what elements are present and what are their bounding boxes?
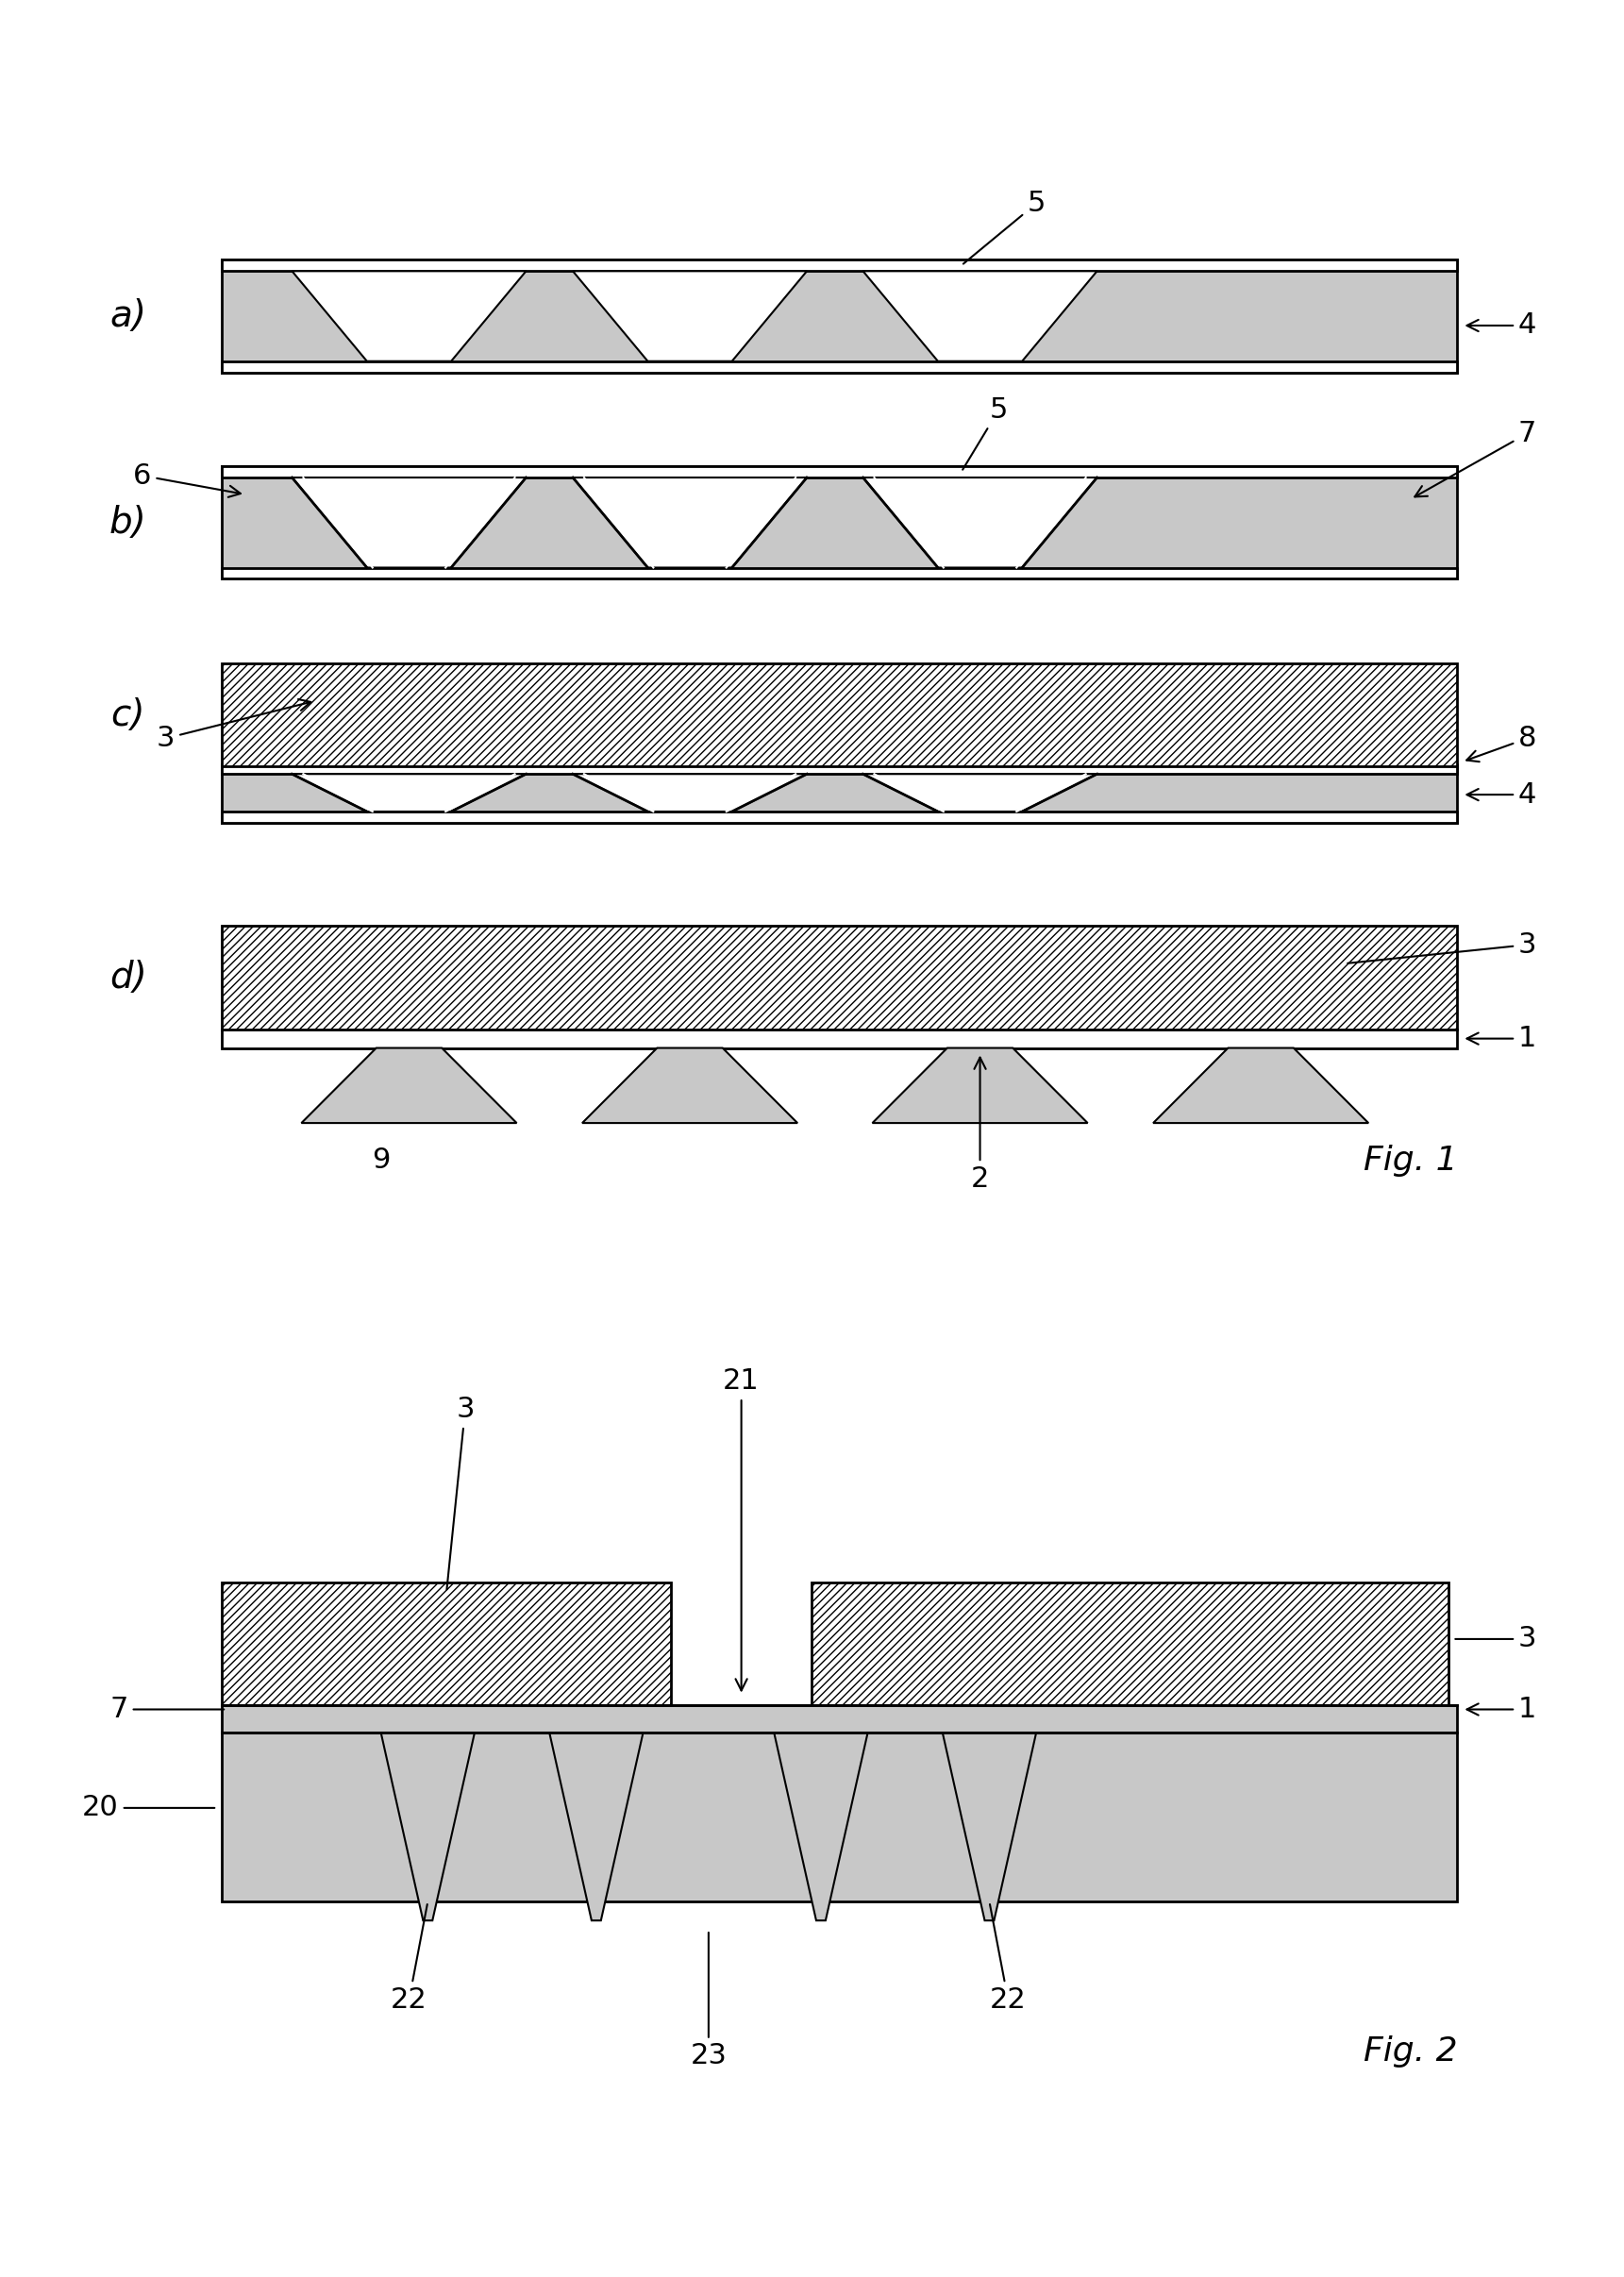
Text: a): a) (110, 298, 146, 335)
Text: 22: 22 (989, 1904, 1026, 2013)
Polygon shape (872, 1047, 1088, 1123)
Text: 1: 1 (1466, 1025, 1536, 1052)
Polygon shape (862, 478, 1098, 567)
Polygon shape (573, 478, 807, 567)
Text: 1: 1 (1466, 1696, 1536, 1724)
Bar (222, 811, 1457, 822)
Bar (222, 260, 1457, 373)
Text: 3: 3 (447, 1396, 474, 1589)
Text: 3: 3 (1348, 931, 1536, 963)
Bar (222, 467, 1457, 478)
Text: 21: 21 (723, 1368, 760, 1690)
Polygon shape (573, 774, 807, 811)
Bar (628, 1676, 661, 1705)
Polygon shape (292, 478, 526, 567)
Polygon shape (292, 271, 526, 362)
Text: 8: 8 (1466, 724, 1536, 763)
Bar (222, 927, 1457, 1029)
Text: 7: 7 (110, 1696, 224, 1724)
Bar (222, 260, 1457, 271)
Text: Fig. 1: Fig. 1 (1364, 1145, 1458, 1177)
Text: 9: 9 (372, 1148, 390, 1175)
Text: 5: 5 (963, 396, 1009, 469)
Polygon shape (942, 1733, 1036, 1920)
Text: 20: 20 (83, 1794, 214, 1822)
Polygon shape (583, 1047, 797, 1123)
Bar (222, 1705, 1457, 1733)
Bar (222, 567, 1457, 578)
Bar (222, 1583, 671, 1705)
Text: b): b) (109, 505, 148, 540)
Bar (222, 767, 1457, 822)
Text: 5: 5 (963, 189, 1046, 264)
Bar (222, 1029, 1457, 1047)
Text: c): c) (110, 697, 146, 733)
Text: 22: 22 (391, 1904, 427, 2013)
Bar (222, 765, 1457, 774)
Bar (820, 1676, 854, 1705)
Text: 6: 6 (133, 462, 240, 496)
Polygon shape (862, 774, 1098, 811)
Text: 4: 4 (1466, 312, 1536, 339)
Bar (222, 362, 1457, 373)
Text: 2: 2 (971, 1057, 989, 1193)
Text: Fig. 2: Fig. 2 (1364, 2036, 1458, 2068)
Bar (812, 1583, 1449, 1705)
Polygon shape (549, 1733, 643, 1920)
Bar (222, 663, 1457, 767)
Text: 4: 4 (1466, 781, 1536, 808)
Text: 3: 3 (1455, 1626, 1536, 1653)
Polygon shape (302, 1047, 516, 1123)
Polygon shape (292, 774, 526, 811)
Text: d): d) (109, 959, 148, 995)
Text: 3: 3 (156, 699, 310, 751)
Polygon shape (862, 271, 1098, 362)
Polygon shape (573, 271, 807, 362)
Text: 7: 7 (1415, 419, 1536, 496)
Text: 23: 23 (690, 1933, 728, 2070)
Polygon shape (382, 1733, 474, 1920)
Polygon shape (1153, 1047, 1369, 1123)
Polygon shape (775, 1733, 867, 1920)
Bar (222, 467, 1457, 578)
Bar (222, 1733, 1457, 1901)
